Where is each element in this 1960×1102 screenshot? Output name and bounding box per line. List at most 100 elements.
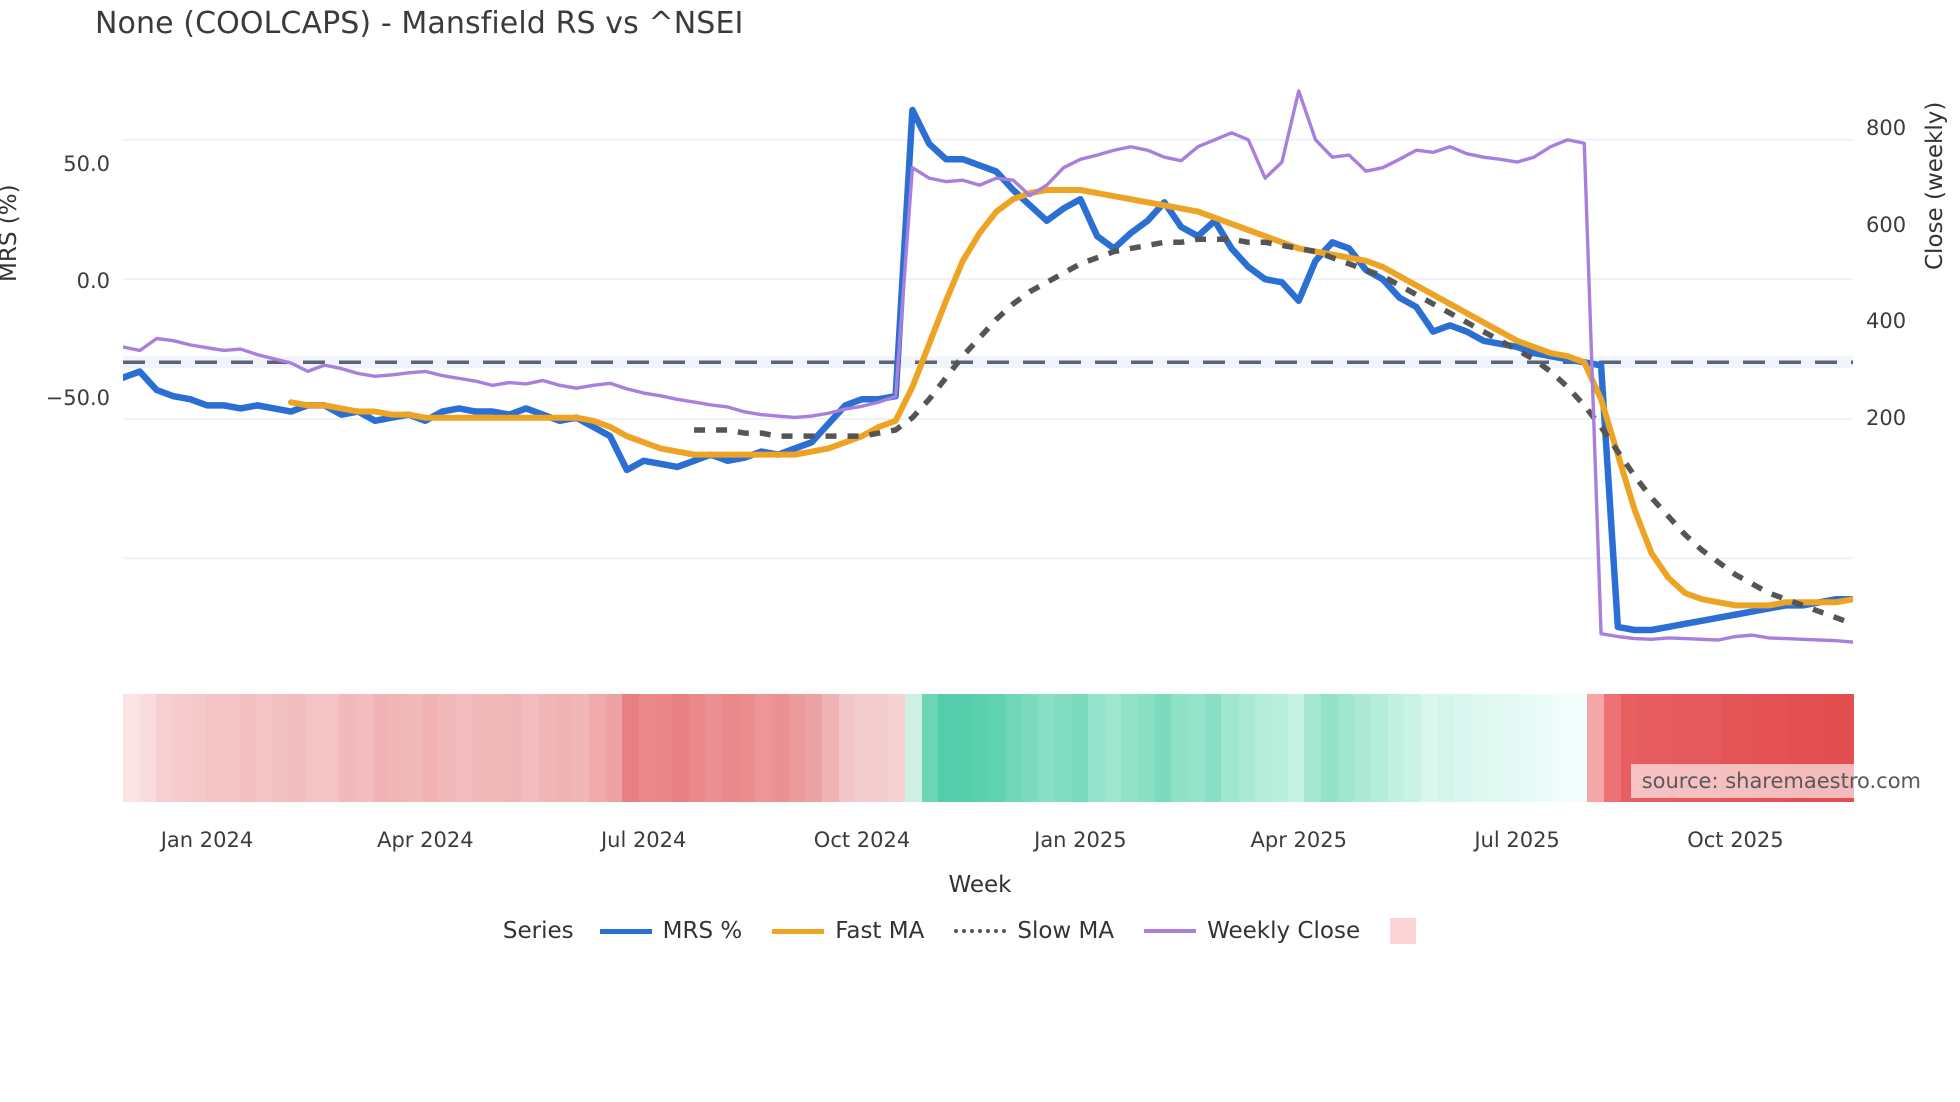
legend-swatch-fast-ma bbox=[772, 928, 825, 934]
legend-swatch-mrs bbox=[599, 928, 652, 934]
x-tick-5: Apr 2025 bbox=[1250, 828, 1347, 852]
source-watermark: source: sharemaestro.com bbox=[1630, 764, 1932, 798]
regime-band-cell bbox=[1071, 694, 1089, 802]
regime-band-cell bbox=[1088, 694, 1105, 802]
regime-band-cell bbox=[189, 694, 207, 802]
regime-band-cell bbox=[455, 694, 473, 802]
regime-band-cell bbox=[1454, 694, 1471, 802]
regime-band-cell bbox=[555, 694, 573, 802]
chart-canvas bbox=[123, 89, 1853, 644]
regime-band-cell bbox=[1570, 694, 1588, 802]
regime-band-cell bbox=[1138, 694, 1155, 802]
y-right-tick-3: 200 bbox=[1866, 406, 1907, 430]
x-tick-6: Jul 2025 bbox=[1474, 828, 1560, 852]
regime-band-cell bbox=[1304, 694, 1322, 802]
regime-band-cell bbox=[572, 694, 589, 802]
regime-band-cell bbox=[1487, 694, 1505, 802]
regime-band-cell bbox=[771, 694, 789, 802]
y-right-tick-1: 600 bbox=[1866, 213, 1907, 237]
chart-legend: Series MRS % Fast MA Slow MA Weekly Clos… bbox=[0, 918, 1960, 944]
series-lines bbox=[123, 89, 1853, 644]
regime-band-cell bbox=[938, 694, 956, 802]
y-right-tick-0: 800 bbox=[1866, 116, 1907, 140]
regime-band-cell bbox=[1387, 694, 1405, 802]
regime-band-cell bbox=[339, 694, 356, 802]
regime-band-cell bbox=[139, 694, 157, 802]
regime-band-cell bbox=[705, 694, 723, 802]
regime-band-cell bbox=[422, 694, 440, 802]
regime-band-cell bbox=[322, 694, 340, 802]
legend-item-weekly-close[interactable]: Weekly Close bbox=[1144, 918, 1360, 944]
regime-band-cell bbox=[1171, 694, 1188, 802]
legend-label-slow-ma: Slow MA bbox=[1017, 918, 1115, 944]
regime-band-cell bbox=[1271, 694, 1288, 802]
zero-reference-line bbox=[123, 356, 1853, 369]
x-tick-4: Jan 2025 bbox=[1034, 828, 1127, 852]
regime-band-cell bbox=[1104, 694, 1122, 802]
regime-band-cell bbox=[1204, 694, 1222, 802]
regime-band-cell bbox=[588, 694, 606, 802]
gridlines bbox=[123, 138, 1853, 560]
regime-band-cell bbox=[1287, 694, 1305, 802]
regime-band-cell bbox=[389, 694, 406, 802]
regime-band-cell bbox=[1537, 694, 1555, 802]
regime-band-cell bbox=[1420, 694, 1438, 802]
regime-band-cell bbox=[871, 694, 889, 802]
legend-swatch-weekly-close bbox=[1144, 929, 1197, 933]
regime-band-cell bbox=[1254, 694, 1272, 802]
legend-swatch-slow-ma bbox=[954, 929, 1007, 933]
series-line-weekly-close bbox=[123, 89, 1853, 644]
regime-band-cell bbox=[306, 694, 323, 802]
regime-band-cell bbox=[1038, 694, 1055, 802]
regime-band-cell bbox=[505, 694, 523, 802]
regime-band-cell bbox=[1504, 694, 1521, 802]
regime-band-cell bbox=[755, 694, 772, 802]
regime-band-cell bbox=[1121, 694, 1139, 802]
regime-band-cell bbox=[472, 694, 490, 802]
regime-band-cell bbox=[838, 694, 856, 802]
legend-label-mrs: MRS % bbox=[662, 918, 743, 944]
regime-band-cell bbox=[206, 694, 223, 802]
regime-band-cell bbox=[156, 694, 173, 802]
legend-label-weekly-close: Weekly Close bbox=[1207, 918, 1361, 944]
regime-band-cell bbox=[439, 694, 456, 802]
regime-band-cell bbox=[738, 694, 756, 802]
regime-band-cell bbox=[256, 694, 273, 802]
regime-band-cell bbox=[722, 694, 739, 802]
x-tick-1: Apr 2024 bbox=[377, 828, 474, 852]
y-left-tick-0: 50.0 bbox=[63, 152, 110, 176]
regime-band-cell bbox=[1021, 694, 1039, 802]
regime-band-cell bbox=[1587, 694, 1605, 802]
regime-band-cell bbox=[921, 694, 939, 802]
regime-band-cell bbox=[821, 694, 839, 802]
series-line-fast-ma bbox=[287, 187, 1853, 609]
x-tick-2: Jul 2024 bbox=[600, 828, 687, 852]
page-title: None (COOLCAPS) - Mansfield RS vs ^NSEI bbox=[95, 6, 744, 41]
regime-band-cell bbox=[1004, 694, 1022, 802]
regime-band-cell bbox=[1337, 694, 1355, 802]
legend-item-slow-ma[interactable]: Slow MA bbox=[954, 918, 1114, 944]
legend-item-regime[interactable] bbox=[1390, 918, 1427, 944]
legend-item-fast-ma[interactable]: Fast MA bbox=[772, 918, 924, 944]
regime-band-cell bbox=[1054, 694, 1072, 802]
regime-band bbox=[123, 694, 1854, 802]
regime-band-cell bbox=[1554, 694, 1571, 802]
regime-band-cell bbox=[1437, 694, 1455, 802]
series-line-slow-ma bbox=[694, 236, 1853, 627]
legend-swatch-regime bbox=[1390, 918, 1417, 944]
regime-band-cell bbox=[355, 694, 373, 802]
regime-band-cell bbox=[1404, 694, 1421, 802]
regime-band-cell bbox=[1321, 694, 1338, 802]
regime-band-cell bbox=[805, 694, 822, 802]
regime-band-cell bbox=[605, 694, 623, 802]
regime-band-cell bbox=[123, 694, 140, 802]
y-right-tick-2: 400 bbox=[1866, 309, 1907, 333]
y-left-axis-title: MRS (%) bbox=[0, 184, 22, 282]
regime-band-cell bbox=[1470, 694, 1488, 802]
legend-item-mrs[interactable]: MRS % bbox=[599, 918, 743, 944]
regime-band-cell bbox=[888, 694, 906, 802]
x-tick-7: Oct 2025 bbox=[1687, 828, 1784, 852]
x-axis-title: Week bbox=[948, 872, 1012, 898]
regime-band-cell bbox=[672, 694, 689, 802]
